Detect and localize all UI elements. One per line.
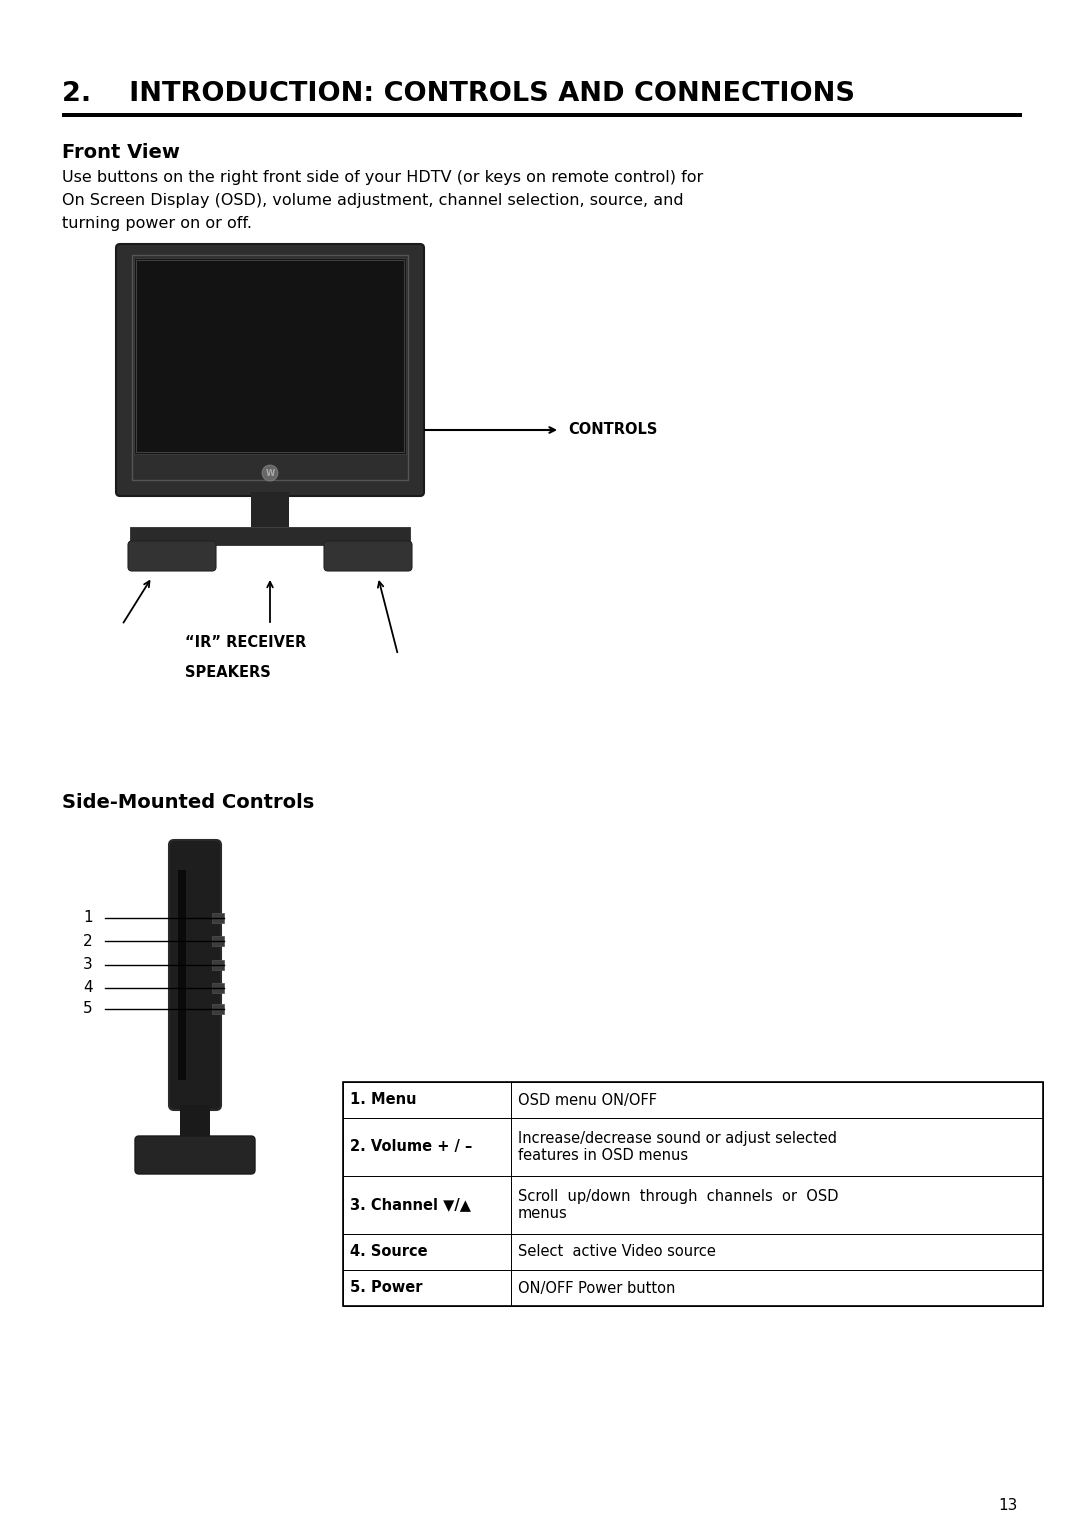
Bar <box>343 1271 1043 1306</box>
Text: CONTROLS: CONTROLS <box>568 422 658 437</box>
Bar <box>251 492 289 528</box>
Text: 4. Source: 4. Source <box>350 1245 428 1260</box>
Text: 3. Channel ▼/▲: 3. Channel ▼/▲ <box>350 1197 471 1212</box>
Text: SPEAKERS: SPEAKERS <box>185 665 271 680</box>
Bar <box>212 913 224 924</box>
FancyBboxPatch shape <box>135 1136 255 1174</box>
Bar <box>343 1118 1043 1176</box>
Text: Side-Mounted Controls: Side-Mounted Controls <box>62 794 314 812</box>
Text: 5. Power: 5. Power <box>350 1280 422 1295</box>
Circle shape <box>262 465 278 482</box>
Text: 4: 4 <box>83 980 93 995</box>
Text: “IR” RECEIVER: “IR” RECEIVER <box>185 635 307 650</box>
Bar <box>132 255 408 480</box>
Bar <box>212 983 224 992</box>
FancyBboxPatch shape <box>168 839 221 1110</box>
Text: 1: 1 <box>83 910 93 925</box>
Text: Increase/decrease sound or adjust selected: Increase/decrease sound or adjust select… <box>518 1131 837 1147</box>
Bar <box>212 1005 224 1014</box>
Text: 13: 13 <box>999 1498 1018 1514</box>
Text: 2.    INTRODUCTION: CONTROLS AND CONNECTIONS: 2. INTRODUCTION: CONTROLS AND CONNECTION… <box>62 81 855 107</box>
FancyBboxPatch shape <box>324 541 411 570</box>
Bar <box>343 1176 1043 1234</box>
Bar <box>180 1105 210 1141</box>
Text: Use buttons on the right front side of your HDTV (or keys on remote control) for: Use buttons on the right front side of y… <box>62 170 703 185</box>
Text: Select  active Video source: Select active Video source <box>518 1245 716 1260</box>
Text: 1. Menu: 1. Menu <box>350 1093 417 1107</box>
Bar <box>62 113 1022 118</box>
Text: 2: 2 <box>83 934 93 948</box>
FancyBboxPatch shape <box>116 245 424 495</box>
Text: OSD menu ON/OFF: OSD menu ON/OFF <box>518 1093 657 1107</box>
Text: features in OSD menus: features in OSD menus <box>518 1148 688 1164</box>
Bar <box>130 528 410 544</box>
Bar <box>212 936 224 946</box>
FancyBboxPatch shape <box>129 541 216 570</box>
Bar <box>212 960 224 969</box>
Bar <box>134 258 406 454</box>
Text: On Screen Display (OSD), volume adjustment, channel selection, source, and: On Screen Display (OSD), volume adjustme… <box>62 193 684 208</box>
Text: 2. Volume + / –: 2. Volume + / – <box>350 1139 472 1154</box>
Text: menus: menus <box>518 1206 568 1222</box>
Bar <box>178 870 186 1079</box>
Text: Scroll  up/down  through  channels  or  OSD: Scroll up/down through channels or OSD <box>518 1190 838 1203</box>
Text: 3: 3 <box>83 957 93 972</box>
Text: turning power on or off.: turning power on or off. <box>62 216 252 231</box>
Bar <box>136 260 404 453</box>
Bar <box>343 1234 1043 1271</box>
Text: W: W <box>266 468 274 477</box>
Text: ON/OFF Power button: ON/OFF Power button <box>518 1280 675 1295</box>
Text: Front View: Front View <box>62 144 180 162</box>
Bar <box>343 1083 1043 1118</box>
Bar <box>343 1083 1043 1306</box>
Text: 5: 5 <box>83 1001 93 1017</box>
